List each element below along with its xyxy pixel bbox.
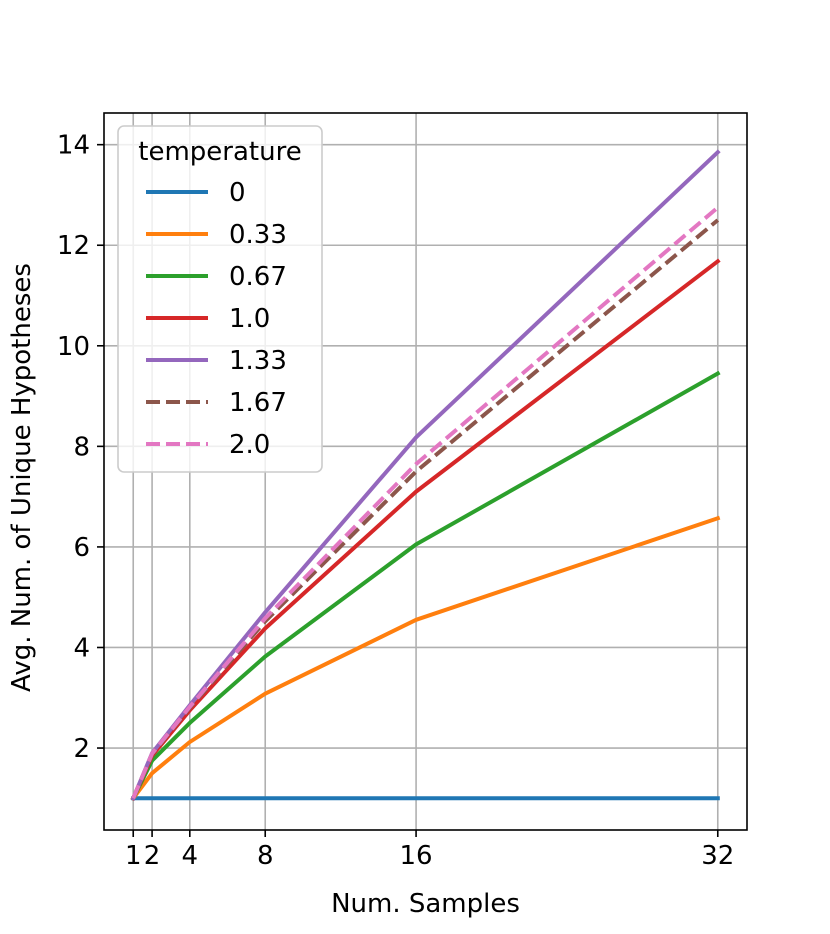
series-lines — [130, 149, 721, 802]
y-tick-label: 12 — [57, 231, 90, 261]
legend-label-2-0: 2.0 — [229, 430, 270, 460]
y-tick-label: 8 — [73, 432, 90, 462]
x-tick-label: 16 — [400, 841, 433, 871]
legend-items: 0 0.33 0.67 1.0 1.33 1.67 2.0 — [146, 178, 287, 460]
y-tick-label: 10 — [57, 332, 90, 362]
y-tick-label: 4 — [73, 633, 90, 663]
series-line-2-0 — [131, 205, 720, 800]
y-tick-label: 2 — [73, 734, 90, 764]
x-tick-label: 2 — [144, 841, 161, 871]
legend-label-0-33: 0.33 — [229, 220, 287, 250]
x-tick-label: 1 — [125, 841, 142, 871]
x-tick-label: 32 — [701, 841, 734, 871]
legend-label-0-67: 0.67 — [229, 262, 287, 292]
y-tick-label: 14 — [57, 131, 90, 161]
legend-label-1-0: 1.0 — [229, 304, 270, 334]
legend-label-1-67: 1.67 — [229, 388, 287, 418]
plot-area-frame — [103, 112, 748, 831]
y-tick-label: 6 — [73, 533, 90, 563]
legend-frame — [117, 125, 323, 473]
x-axis-label: Num. Samples — [331, 889, 520, 919]
x-tick-label: 4 — [182, 841, 199, 871]
legend-label-1-33: 1.33 — [229, 346, 287, 376]
series-line-0-33 — [130, 515, 721, 802]
x-tick-label: 8 — [257, 841, 274, 871]
legend: temperature 0 0.33 0.67 1.0 1.33 1.67 2.0 — [117, 125, 323, 473]
y-axis-label: Avg. Num. of Unique Hypotheses — [7, 263, 37, 692]
legend-label-0: 0 — [229, 178, 246, 208]
legend-title: temperature — [138, 137, 301, 167]
